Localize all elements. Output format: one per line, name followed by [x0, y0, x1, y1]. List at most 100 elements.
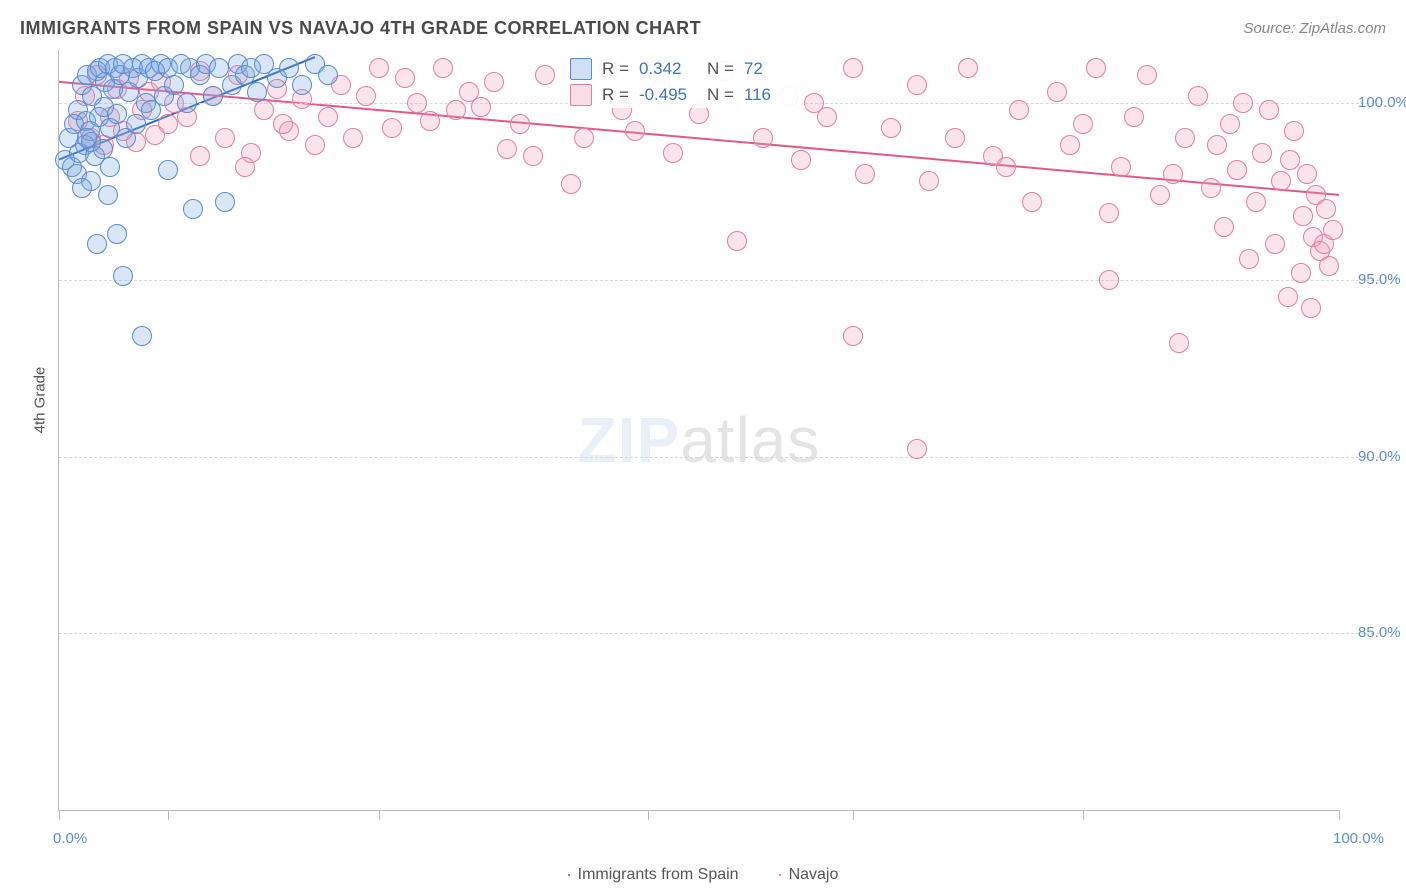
scatter-point-blue: [126, 114, 146, 134]
legend-swatch-pink: [779, 874, 781, 876]
scatter-point-pink: [407, 93, 427, 113]
scatter-point-pink: [273, 114, 293, 134]
scatter-point-blue: [113, 266, 133, 286]
scatter-point-pink: [1111, 157, 1131, 177]
scatter-point-blue: [215, 192, 235, 212]
scatter-point-pink: [190, 146, 210, 166]
scatter-point-pink: [663, 143, 683, 163]
scatter-point-pink: [855, 164, 875, 184]
scatter-point-pink: [1175, 128, 1195, 148]
scatter-point-blue: [98, 185, 118, 205]
scatter-point-pink: [1163, 164, 1183, 184]
scatter-point-blue: [87, 234, 107, 254]
scatter-point-pink: [1233, 93, 1253, 113]
scatter-point-pink: [1022, 192, 1042, 212]
scatter-point-pink: [1150, 185, 1170, 205]
scatter-point-pink: [1316, 199, 1336, 219]
scatter-point-pink: [1099, 203, 1119, 223]
scatter-point-pink: [804, 93, 824, 113]
correlation-stats-box: R =0.342N =72 R = -0.495 N = 116: [570, 56, 802, 108]
scatter-point-pink: [1291, 263, 1311, 283]
scatter-point-pink: [1319, 256, 1339, 276]
chart-title: IMMIGRANTS FROM SPAIN VS NAVAJO 4TH GRAD…: [20, 18, 701, 39]
scatter-chart: ZIPatlas: [58, 50, 1339, 811]
scatter-point-pink: [1220, 114, 1240, 134]
stats-N-value: 116: [744, 85, 802, 105]
scatter-point-pink: [907, 439, 927, 459]
scatter-point-pink: [1073, 114, 1093, 134]
scatter-point-pink: [1207, 135, 1227, 155]
legend-label: Immigrants from Spain: [578, 866, 739, 884]
stats-swatch-blue: [570, 58, 592, 80]
scatter-point-pink: [1323, 220, 1343, 240]
stats-N-value: 72: [744, 59, 802, 79]
scatter-point-pink: [1201, 178, 1221, 198]
stats-N-label: N =: [707, 85, 734, 105]
scatter-point-pink: [356, 86, 376, 106]
scatter-point-pink: [625, 121, 645, 141]
x-tick: [648, 810, 649, 820]
stats-R-label: R =: [602, 85, 629, 105]
scatter-point-blue: [132, 326, 152, 346]
gridline-h: [59, 633, 1379, 634]
scatter-point-pink: [945, 128, 965, 148]
scatter-point-blue: [164, 75, 184, 95]
scatter-point-pink: [1280, 150, 1300, 170]
scatter-point-pink: [574, 128, 594, 148]
scatter-point-blue: [183, 199, 203, 219]
scatter-point-pink: [510, 114, 530, 134]
scatter-point-blue: [203, 86, 223, 106]
y-tick-label: 85.0%: [1358, 624, 1401, 641]
scatter-point-pink: [1047, 82, 1067, 102]
legend-label: Navajo: [789, 866, 839, 884]
scatter-point-blue: [209, 58, 229, 78]
scatter-point-blue: [107, 224, 127, 244]
x-tick: [379, 810, 380, 820]
scatter-point-pink: [996, 157, 1016, 177]
scatter-point-pink: [1265, 234, 1285, 254]
scatter-point-pink: [471, 97, 491, 117]
scatter-point-pink: [1252, 143, 1272, 163]
scatter-point-pink: [215, 128, 235, 148]
y-tick-label: 95.0%: [1358, 271, 1401, 288]
y-axis-label: 4th Grade: [32, 367, 49, 434]
watermark: ZIPatlas: [578, 403, 821, 477]
scatter-point-pink: [446, 100, 466, 120]
scatter-point-blue: [77, 128, 97, 148]
scatter-point-pink: [305, 135, 325, 155]
scatter-point-blue: [318, 65, 338, 85]
scatter-point-pink: [1214, 217, 1234, 237]
scatter-point-pink: [343, 128, 363, 148]
stats-R-value: -0.495: [639, 85, 697, 105]
scatter-point-pink: [791, 150, 811, 170]
scatter-point-pink: [1301, 298, 1321, 318]
scatter-point-pink: [881, 118, 901, 138]
scatter-point-pink: [919, 171, 939, 191]
scatter-point-pink: [254, 100, 274, 120]
x-tick: [853, 810, 854, 820]
scatter-point-pink: [1246, 192, 1266, 212]
x-tick-label: 0.0%: [53, 830, 87, 847]
scatter-point-pink: [1293, 206, 1313, 226]
x-tick: [1083, 810, 1084, 820]
scatter-point-pink: [1227, 160, 1247, 180]
scatter-point-blue: [292, 75, 312, 95]
scatter-point-pink: [369, 58, 389, 78]
scatter-point-pink: [395, 68, 415, 88]
y-tick-label: 100.0%: [1358, 94, 1406, 111]
scatter-point-pink: [1271, 171, 1291, 191]
scatter-point-pink: [843, 58, 863, 78]
legend-item-pink: Navajo: [779, 866, 839, 884]
y-tick-label: 90.0%: [1358, 448, 1401, 465]
scatter-point-blue: [177, 93, 197, 113]
scatter-point-pink: [1278, 287, 1298, 307]
scatter-point-blue: [107, 104, 127, 124]
scatter-point-pink: [382, 118, 402, 138]
scatter-point-blue: [72, 178, 92, 198]
stats-row-blue: R =0.342N =72: [570, 56, 802, 82]
stats-swatch-pink: [570, 84, 592, 106]
scatter-point-pink: [497, 139, 517, 159]
scatter-point-pink: [420, 111, 440, 131]
scatter-point-pink: [958, 58, 978, 78]
stats-row-pink: R = -0.495 N = 116: [570, 82, 802, 108]
